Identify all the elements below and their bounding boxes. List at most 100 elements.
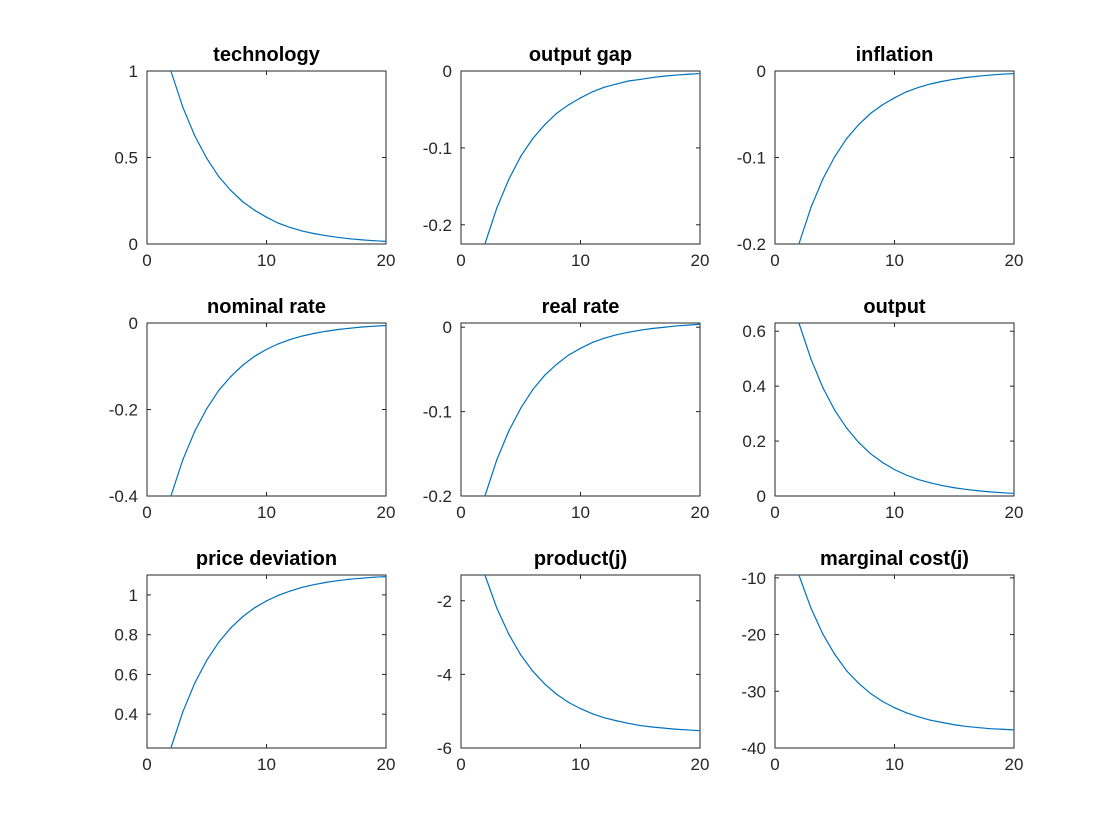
data-point (508, 633, 510, 635)
data-point (349, 327, 351, 329)
x-tick-label: 20 (1005, 755, 1024, 774)
data-point (182, 459, 184, 461)
data-point (230, 627, 232, 629)
data-point (834, 409, 836, 411)
data-point (941, 484, 943, 487)
y-tick-label: -2 (437, 592, 452, 611)
data-point (544, 683, 546, 685)
data-point (170, 495, 172, 497)
data-point (810, 607, 812, 609)
x-tick-label: 0 (770, 503, 779, 522)
data-point (639, 724, 641, 727)
data-point (242, 364, 244, 366)
data-point (313, 332, 315, 334)
data-point (699, 72, 701, 75)
subplot-2: output gap 0 10 20 -0.2 -0.1 0 (423, 44, 710, 270)
y-tick-label: 0 (443, 62, 452, 81)
subplot-6: output 0 10 20 0 0.2 0.4 0.6 (742, 296, 1023, 522)
data-point (325, 330, 327, 332)
data-point (929, 719, 931, 721)
y-tick-label: 0.4 (742, 377, 766, 396)
y-tick-label: -10 (741, 569, 766, 588)
data-point (301, 586, 303, 588)
data-point (846, 137, 848, 140)
data-point (603, 86, 606, 88)
data-point (301, 230, 303, 232)
data-point (1001, 492, 1003, 494)
data-point (484, 243, 486, 245)
data-point (953, 724, 955, 726)
data-point (941, 80, 943, 82)
x-tick-label: 10 (885, 251, 904, 270)
data-point (218, 175, 220, 178)
y-tick-label: -0.1 (423, 139, 452, 158)
data-point (337, 579, 339, 582)
data-point (532, 670, 534, 672)
y-tick-label: 0.4 (114, 705, 138, 724)
data-point (253, 355, 256, 357)
x-tick-label: 10 (257, 251, 276, 270)
y-tick-label: 0 (757, 487, 766, 506)
data-point (639, 329, 641, 331)
subplot-3: inflation 0 10 20 -0.2 -0.1 0 (737, 44, 1024, 270)
data-point (556, 112, 558, 114)
x-tick-label: 0 (456, 755, 465, 774)
panel-title: price deviation (196, 548, 337, 570)
data-point (361, 577, 363, 579)
panel-title: technology (213, 44, 321, 66)
y-tick-label: -6 (437, 739, 452, 758)
data-point (313, 583, 315, 586)
axes-box (774, 574, 1015, 749)
data-point (206, 659, 208, 661)
data-point (834, 156, 836, 158)
data-point (893, 97, 896, 99)
y-tick-label: -20 (741, 626, 766, 645)
data-point (1013, 72, 1015, 75)
data-point (699, 323, 701, 325)
data-point (953, 78, 955, 80)
data-point (651, 327, 653, 330)
data-point (385, 575, 387, 578)
data-point (989, 491, 991, 493)
data-point (810, 358, 812, 360)
data-point (810, 207, 812, 209)
data-point (881, 700, 884, 703)
data-point (687, 73, 689, 75)
data-point (1001, 728, 1003, 730)
axes-box (460, 574, 701, 749)
data-point (965, 488, 967, 491)
data-point (289, 590, 291, 592)
data-point (265, 348, 268, 350)
panel-title: output gap (529, 44, 632, 66)
y-tick-label: 0.6 (114, 665, 138, 684)
axes-box (146, 322, 387, 497)
data-point (929, 482, 931, 484)
data-point (242, 616, 244, 618)
data-point (218, 389, 220, 392)
data-point (870, 453, 872, 455)
y-tick-label: -4 (437, 665, 452, 684)
data-point (917, 478, 920, 481)
y-tick-label: -0.1 (423, 403, 452, 422)
data-point (1001, 73, 1003, 75)
data-point (508, 430, 510, 432)
data-point (977, 490, 979, 492)
data-point (798, 574, 800, 576)
data-point (858, 124, 860, 126)
x-tick-label: 20 (377, 251, 396, 270)
y-tick-label: 0 (129, 235, 138, 254)
data-point (881, 104, 884, 106)
axes-box (774, 70, 1015, 245)
subplot-9: marginal cost(j) 0 10 20 -40 -30 -20 -10 (741, 548, 1023, 774)
data-point (675, 728, 677, 730)
y-tick-label: 0.5 (114, 149, 138, 168)
y-tick-label: -0.2 (423, 487, 452, 506)
y-tick-label: -0.2 (423, 216, 452, 235)
data-point (687, 324, 689, 326)
data-point (170, 747, 172, 749)
data-point (289, 226, 291, 229)
data-point (484, 495, 486, 497)
data-point (265, 216, 268, 218)
data-point (194, 135, 196, 137)
